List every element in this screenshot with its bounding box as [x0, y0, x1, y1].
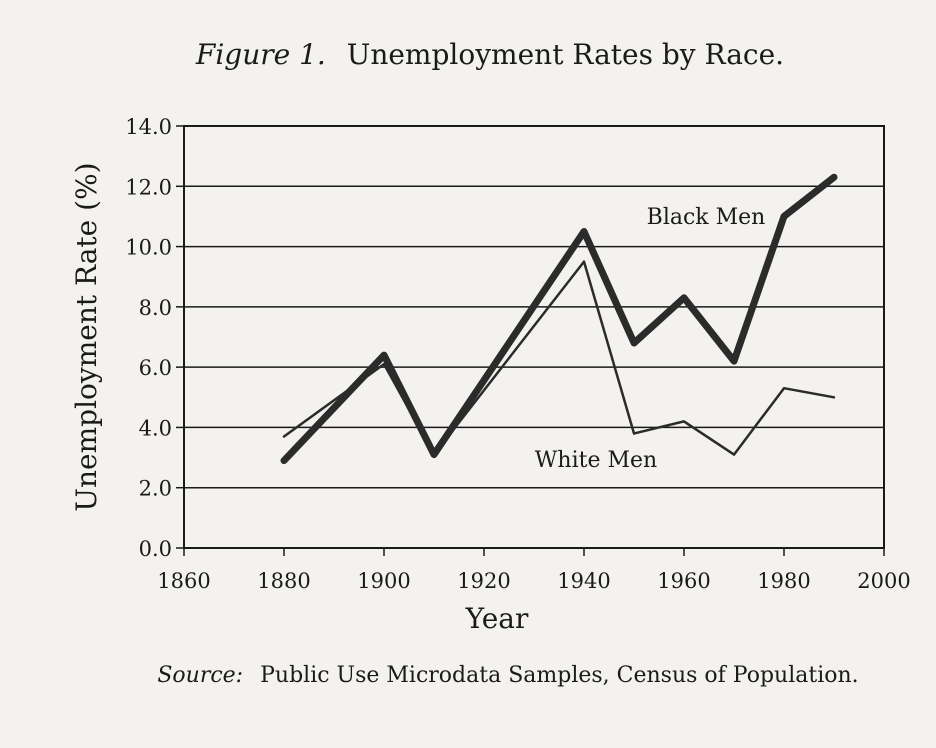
- x-axis-ticks: 1860 1880 1900 1920 1940 1960 1980 2000: [157, 548, 911, 593]
- y-tick-label-7: 14.0: [125, 115, 172, 139]
- figure-title: Figure 1. Unemployment Rates by Race.: [195, 38, 784, 71]
- y-tick-label-2: 4.0: [139, 416, 172, 440]
- plot-frame: [183, 125, 885, 549]
- figure-label: Figure 1.: [195, 38, 326, 71]
- x-tick-label-0: 1860: [157, 569, 210, 593]
- x-tick-label-7: 2000: [857, 569, 910, 593]
- y-tick-label-1: 2.0: [139, 477, 172, 501]
- y-tick-label-6: 12.0: [125, 175, 172, 199]
- y-tick-label-3: 6.0: [139, 356, 172, 380]
- y-tick-label-4: 8.0: [139, 296, 172, 320]
- x-tick-label-2: 1900: [357, 569, 410, 593]
- series-line-white-men: [282, 260, 836, 456]
- y-tick-label-5: 10.0: [125, 236, 172, 260]
- source-note: Source: Public Use Microdata Samples, Ce…: [157, 663, 858, 688]
- series-line-black-men: [280, 173, 838, 465]
- x-tick-label-1: 1880: [257, 569, 310, 593]
- x-tick-label-4: 1940: [557, 569, 610, 593]
- legend-black-men: Black Men: [647, 205, 766, 230]
- figure-title-text: Unemployment Rates by Race.: [347, 38, 784, 71]
- source-label: Source:: [157, 663, 243, 688]
- x-axis-label: Year: [465, 602, 529, 635]
- y-tick-label-0: 0.0: [139, 537, 172, 561]
- y-axis-ticks: 0.0 2.0 4.0 6.0 8.0 10.0 12.0 14.0: [125, 115, 184, 561]
- legend-white-men: White Men: [535, 448, 657, 473]
- series-lines: [280, 173, 838, 465]
- source-text: Public Use Microdata Samples, Census of …: [260, 663, 859, 688]
- x-tick-label-3: 1920: [457, 569, 510, 593]
- y-axis-label: Unemployment Rate (%): [70, 162, 103, 511]
- grid: [184, 185, 884, 489]
- x-tick-label-5: 1960: [657, 569, 710, 593]
- x-tick-label-6: 1980: [757, 569, 810, 593]
